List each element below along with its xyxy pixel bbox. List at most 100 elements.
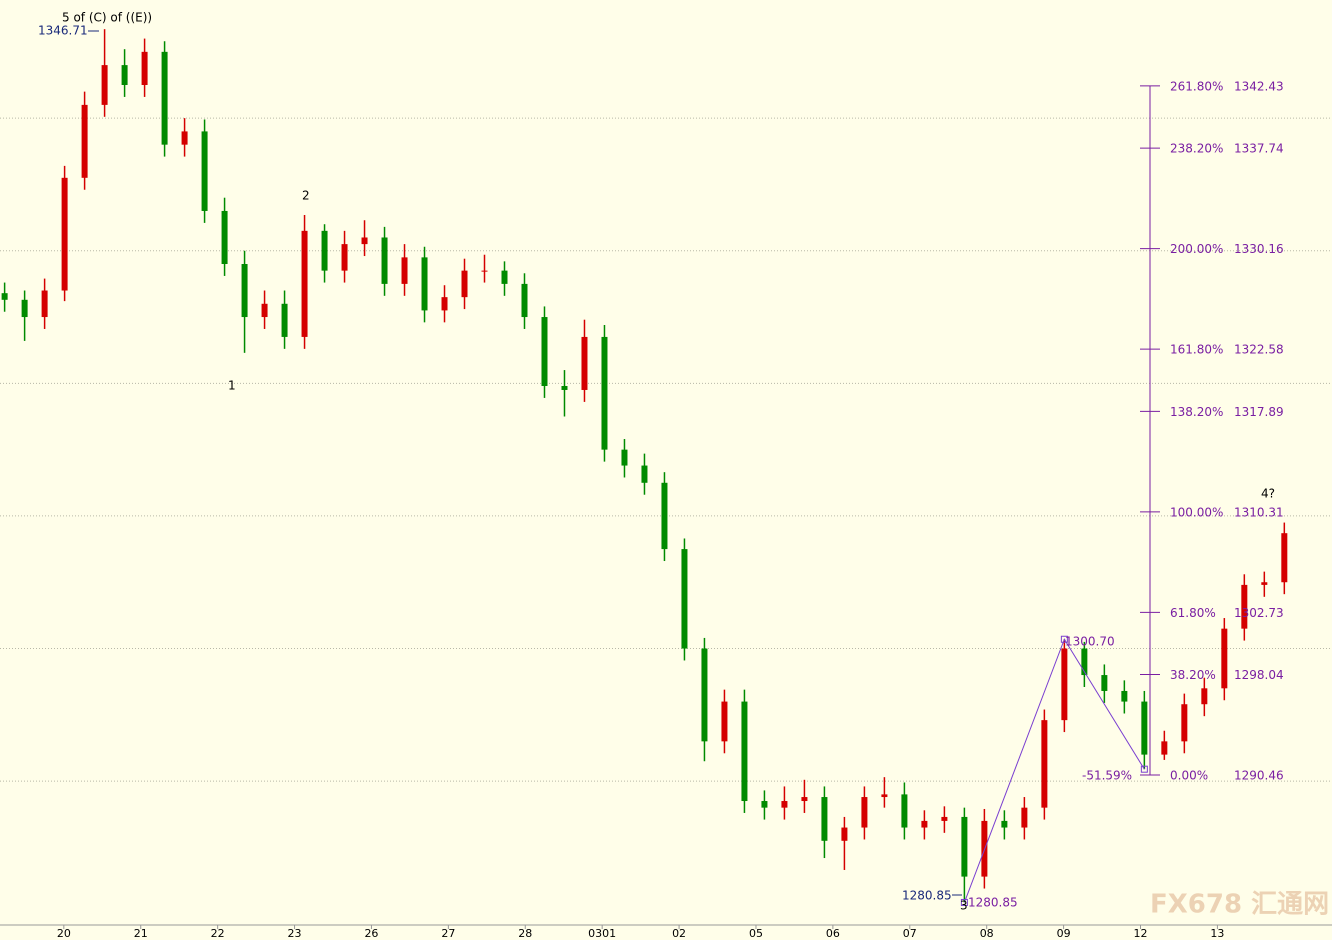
x-tick-label: 09: [1057, 927, 1071, 940]
candle-body: [1081, 648, 1088, 676]
fib-price: 1317.89: [1234, 405, 1284, 419]
candle-body: [841, 827, 848, 841]
candle-body: [101, 65, 108, 105]
candle-body: [781, 801, 788, 808]
candle-body: [861, 797, 868, 828]
candle-body: [1241, 584, 1248, 629]
candle-body: [721, 701, 728, 742]
candle-body: [501, 270, 508, 284]
candle-body: [461, 270, 468, 298]
candle-body: [581, 336, 588, 390]
fib-ratio: 161.80%: [1170, 343, 1223, 357]
fib-price: 1290.46: [1234, 769, 1284, 783]
fib-price: 1330.16: [1234, 242, 1284, 256]
fib-price: 1298.04: [1234, 668, 1284, 682]
candle-body: [1101, 675, 1108, 691]
fib-price: 1337.74: [1234, 142, 1284, 156]
candle-body: [661, 482, 668, 550]
x-tick-label: 13: [1210, 927, 1224, 940]
candle-body: [21, 299, 28, 318]
candle-body: [421, 257, 428, 311]
x-tick-label: 06: [826, 927, 840, 940]
candle-body: [321, 230, 328, 271]
fib-price: 1302.73: [1234, 606, 1284, 620]
annotation: 1346.71: [38, 24, 88, 38]
candle-body: [161, 51, 168, 145]
fib-ratio: 61.80%: [1170, 606, 1216, 620]
candle-body: [681, 549, 688, 649]
candle-body: [921, 820, 928, 828]
candle-body: [881, 794, 888, 798]
fib-price: 1322.58: [1234, 343, 1284, 357]
candle-body: [961, 816, 968, 877]
candle-body: [81, 104, 88, 178]
x-tick-label: 08: [980, 927, 994, 940]
candle-body: [1141, 701, 1148, 755]
x-tick-label: 05: [749, 927, 763, 940]
candle-body: [121, 65, 128, 85]
candle-body: [1, 293, 8, 300]
candle-body: [261, 303, 268, 318]
candle-body: [341, 244, 348, 271]
candle-body: [181, 131, 188, 145]
annotation: -51.59%: [1082, 769, 1132, 783]
x-axis-labels: 20 21 22 23 26 27 28 0301 02 05 06 07 08 09 12 13: [57, 925, 1224, 940]
candle-body: [61, 177, 68, 291]
wave-line: [963, 638, 1145, 903]
candle-body: [1221, 628, 1228, 689]
annotation: 1280.85: [902, 889, 952, 903]
candle-body: [701, 648, 708, 742]
candle-body: [401, 257, 408, 284]
annotation: 1280.85: [968, 896, 1018, 910]
x-tick-label: 02: [672, 927, 686, 940]
candle-body: [641, 465, 648, 483]
annotation: 3: [960, 899, 968, 913]
candle-body: [621, 449, 628, 466]
candle-body: [441, 297, 448, 311]
candle-body: [741, 701, 748, 802]
candle-body: [301, 230, 308, 337]
candle-body: [1021, 807, 1028, 828]
annotation: 1300.70: [1065, 635, 1115, 649]
candle-body: [541, 317, 548, 386]
candle-body: [481, 270, 488, 272]
wave-lines: [960, 635, 1148, 906]
candle-body: [901, 794, 908, 828]
candle-body: [281, 303, 288, 337]
fib-ratio: 38.20%: [1170, 668, 1216, 682]
candle-body: [1161, 741, 1168, 755]
candle-body: [1061, 648, 1068, 721]
x-tick-label: 07: [903, 927, 917, 940]
x-tick-label: 27: [441, 927, 455, 940]
fib-ratio: 200.00%: [1170, 242, 1223, 256]
x-tick-label: 28: [518, 927, 532, 940]
fib-ratio: 261.80%: [1170, 79, 1223, 93]
x-tick-label: 0301: [588, 927, 616, 940]
candle-body: [1201, 688, 1208, 705]
candle-body: [1181, 704, 1188, 742]
watermark: FX678 汇通网: [1150, 890, 1329, 920]
annotation: 1: [228, 379, 236, 393]
candle-body: [221, 210, 228, 265]
x-tick-label: 22: [211, 927, 225, 940]
fib-price: 1310.31: [1234, 505, 1284, 519]
candle-body: [1281, 533, 1288, 583]
candle-body: [1121, 690, 1128, 702]
fib-ratio: 138.20%: [1170, 405, 1223, 419]
x-tick-label: 21: [134, 927, 148, 940]
wave-point: [960, 898, 968, 906]
candle-body: [601, 336, 608, 450]
annotation: 4?: [1261, 487, 1275, 501]
candle-body: [1001, 820, 1008, 828]
annotation: 2: [302, 189, 310, 203]
fibonacci: 261.80% 1342.43 238.20% 1337.74 200.00% 1330.…: [1140, 79, 1284, 783]
candle-body: [141, 51, 148, 85]
x-tick-label: 12: [1134, 927, 1148, 940]
candle-body: [761, 801, 768, 808]
x-tick-label: 20: [57, 927, 71, 940]
wave-point: [1140, 765, 1148, 773]
candle-body: [561, 385, 568, 390]
candle-body: [1041, 720, 1048, 808]
candle-body: [361, 237, 368, 245]
